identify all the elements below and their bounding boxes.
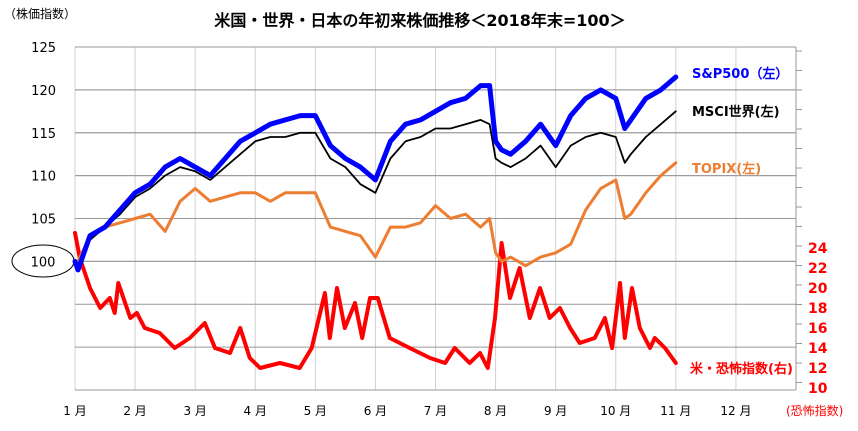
- y-tick-label-left: 120: [31, 84, 56, 99]
- x-tick-label: 8 月: [484, 404, 507, 418]
- y-tick-label-left: 115: [31, 127, 56, 142]
- y-tick-label-left: 110: [31, 170, 56, 185]
- y-tick-label-left: 105: [31, 213, 56, 228]
- legend-label-0: S&P500（左）: [692, 66, 788, 82]
- y-tick-label-right: 20: [808, 281, 828, 297]
- y-tick-label-left: 125: [31, 41, 56, 56]
- y-tick-label-right: 12: [808, 361, 827, 377]
- y-tick-label-left: 100: [31, 255, 56, 270]
- series-line-3: [73, 231, 678, 370]
- x-tick-label: 12 月: [720, 404, 751, 418]
- series-line-2: [73, 161, 678, 268]
- x-tick-label: 6 月: [364, 404, 387, 418]
- series-line-0: [72, 74, 679, 273]
- y-tick-label-right: 22: [808, 261, 827, 277]
- x-tick-label: 2 月: [123, 404, 146, 418]
- y-tick-label-right: 24: [808, 241, 828, 257]
- x-tick-label: 10 月: [600, 404, 631, 418]
- x-tick-label: 5 月: [304, 404, 327, 418]
- x-tick-label: 3 月: [183, 404, 206, 418]
- y-tick-label-right: 16: [808, 321, 827, 337]
- x-tick-label: 4 月: [244, 404, 267, 418]
- x-tick-label: 1 月: [63, 404, 86, 418]
- chart-title: 米国・世界・日本の年初来株価推移＜2018年末=100＞: [214, 11, 625, 30]
- legend-label-2: TOPIX(左): [692, 161, 761, 177]
- y-tick-label-right: 14: [808, 341, 828, 357]
- x-tick-label: 11 月: [660, 404, 691, 418]
- right-axis-label: (恐怖指数): [786, 403, 843, 418]
- x-tick-label: 9 月: [544, 404, 567, 418]
- x-tick-label: 7 月: [424, 404, 447, 418]
- legend-label-3: 米・恐怖指数(右): [690, 361, 793, 377]
- y-tick-label-right: 18: [808, 301, 827, 317]
- left-axis-label: （株価指数）: [4, 6, 76, 21]
- legend-label-1: MSCI世界(左): [692, 104, 780, 120]
- y-tick-label-right: 10: [808, 381, 828, 397]
- series-line-1: [74, 110, 677, 267]
